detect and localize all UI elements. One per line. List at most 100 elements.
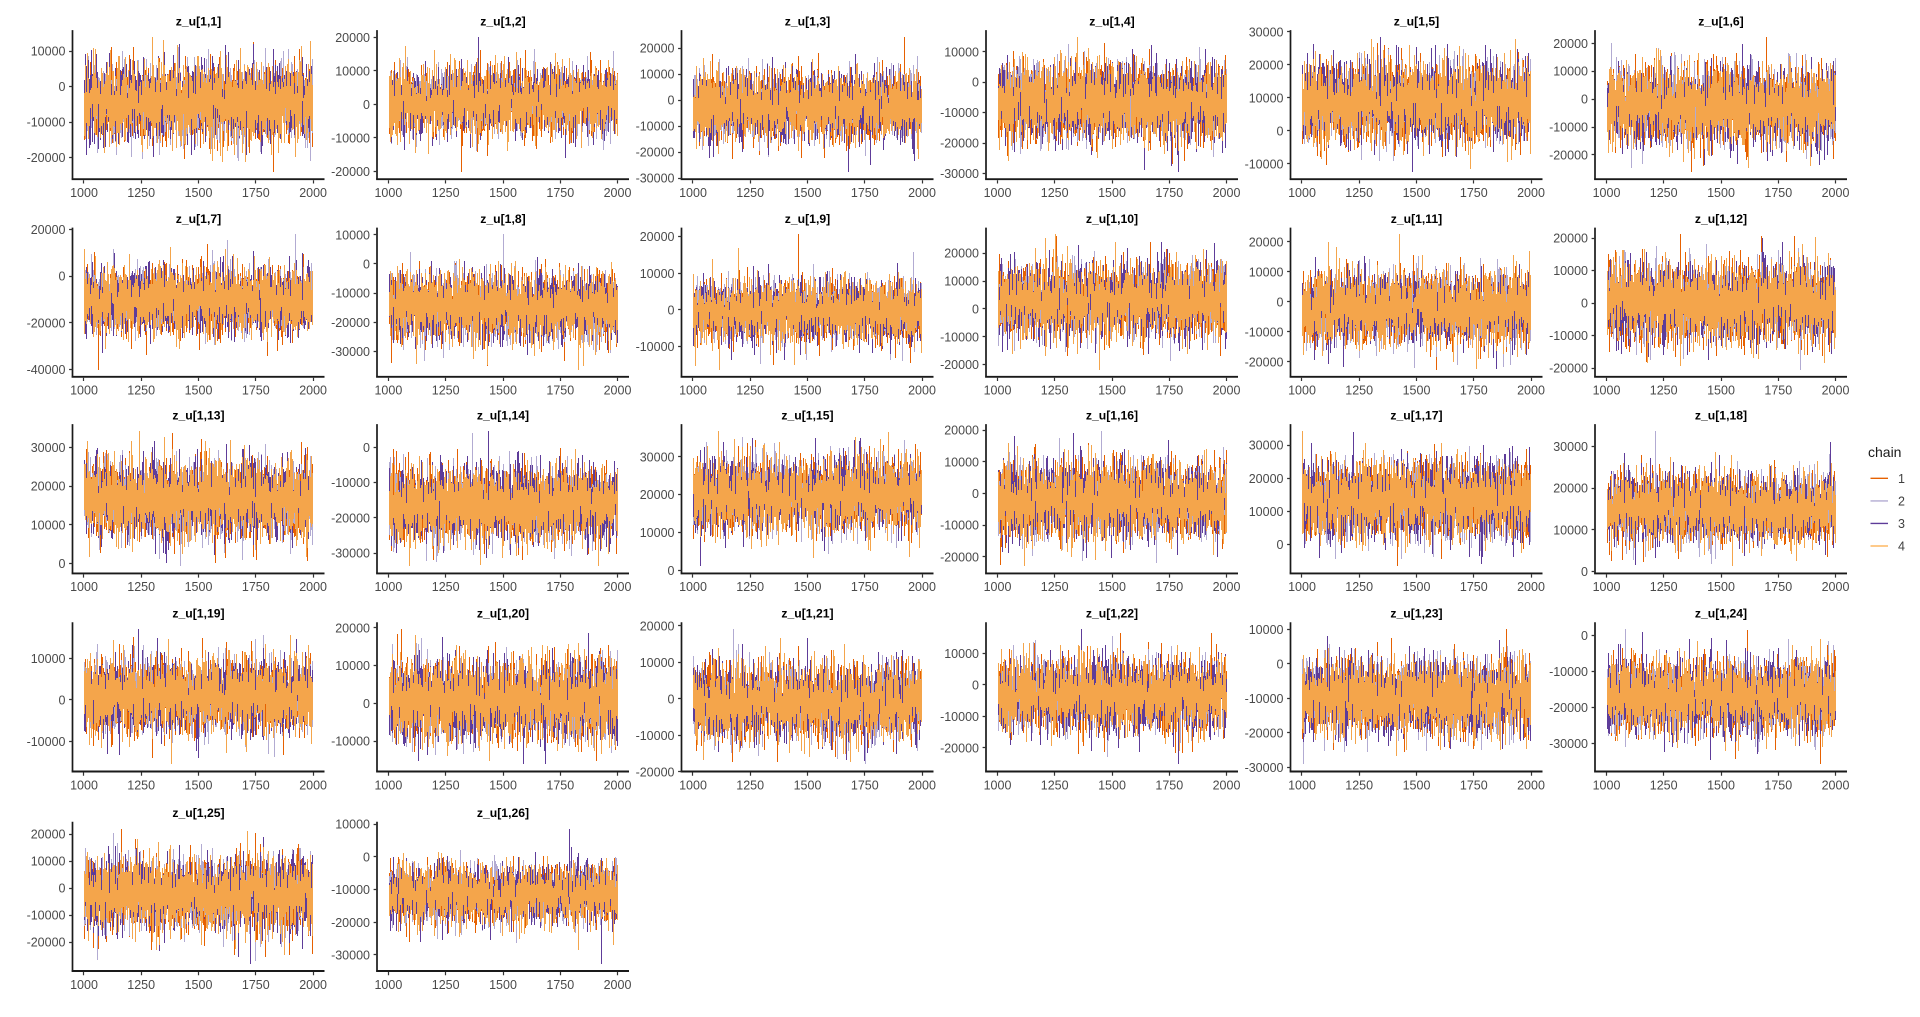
svg-text:1500: 1500 [1403, 384, 1431, 398]
svg-text:-20000: -20000 [331, 165, 370, 179]
svg-text:1500: 1500 [1098, 580, 1126, 594]
svg-text:z_u[1,4]: z_u[1,4] [1089, 14, 1134, 28]
svg-text:2000: 2000 [1822, 384, 1850, 398]
svg-text:z_u[1,26]: z_u[1,26] [477, 806, 529, 820]
svg-text:1750: 1750 [1155, 384, 1183, 398]
svg-text:20000: 20000 [1553, 232, 1588, 246]
svg-text:10000: 10000 [335, 818, 370, 832]
svg-text:10000: 10000 [1553, 65, 1588, 79]
svg-text:-10000: -10000 [331, 476, 370, 490]
svg-text:2000: 2000 [1517, 778, 1545, 792]
svg-text:0: 0 [59, 80, 66, 94]
svg-text:1250: 1250 [1345, 580, 1373, 594]
svg-text:1500: 1500 [794, 384, 822, 398]
svg-text:-10000: -10000 [1245, 692, 1284, 706]
svg-text:0: 0 [1277, 538, 1284, 552]
svg-text:1500: 1500 [489, 186, 517, 200]
svg-text:1000: 1000 [374, 580, 402, 594]
svg-text:-10000: -10000 [1245, 157, 1284, 171]
svg-text:-10000: -10000 [940, 330, 979, 344]
svg-text:1750: 1750 [546, 580, 574, 594]
svg-text:1750: 1750 [851, 580, 879, 594]
svg-text:1250: 1250 [127, 580, 155, 594]
svg-text:20000: 20000 [335, 31, 370, 45]
svg-text:-20000: -20000 [940, 358, 979, 372]
svg-text:-20000: -20000 [27, 151, 66, 165]
svg-text:z_u[1,16]: z_u[1,16] [1086, 408, 1138, 422]
svg-text:-20000: -20000 [940, 742, 979, 756]
svg-text:1750: 1750 [851, 778, 879, 792]
svg-text:1000: 1000 [70, 580, 98, 594]
svg-text:1750: 1750 [1764, 384, 1792, 398]
svg-text:-10000: -10000 [1549, 329, 1588, 343]
svg-text:z_u[1,7]: z_u[1,7] [176, 212, 221, 226]
svg-text:2000: 2000 [1822, 778, 1850, 792]
svg-text:z_u[1,15]: z_u[1,15] [781, 408, 833, 422]
svg-text:20000: 20000 [640, 619, 675, 633]
svg-text:1000: 1000 [679, 384, 707, 398]
svg-text:-20000: -20000 [331, 511, 370, 525]
svg-text:2000: 2000 [604, 978, 632, 992]
svg-text:0: 0 [668, 304, 675, 318]
svg-text:20000: 20000 [944, 424, 979, 438]
svg-text:z_u[1,8]: z_u[1,8] [480, 212, 525, 226]
svg-text:z_u[1,9]: z_u[1,9] [785, 212, 830, 226]
svg-text:1250: 1250 [1650, 186, 1678, 200]
svg-text:z_u[1,10]: z_u[1,10] [1086, 212, 1138, 226]
svg-text:1750: 1750 [1155, 186, 1183, 200]
svg-text:-20000: -20000 [1549, 701, 1588, 715]
svg-text:-10000: -10000 [940, 710, 979, 724]
svg-text:z_u[1,3]: z_u[1,3] [785, 14, 830, 28]
svg-text:2000: 2000 [1517, 580, 1545, 594]
svg-text:-30000: -30000 [1245, 761, 1284, 775]
svg-text:20000: 20000 [31, 828, 66, 842]
svg-text:-10000: -10000 [636, 120, 675, 134]
svg-text:2000: 2000 [299, 384, 327, 398]
svg-text:1000: 1000 [70, 384, 98, 398]
svg-text:1750: 1750 [242, 384, 270, 398]
svg-text:1500: 1500 [1098, 384, 1126, 398]
svg-text:1500: 1500 [1707, 186, 1735, 200]
svg-text:1500: 1500 [185, 186, 213, 200]
svg-text:1250: 1250 [127, 778, 155, 792]
svg-text:2: 2 [1898, 494, 1905, 508]
svg-text:z_u[1,17]: z_u[1,17] [1390, 408, 1442, 422]
svg-text:10000: 10000 [944, 275, 979, 289]
svg-text:1000: 1000 [1288, 186, 1316, 200]
svg-text:30000: 30000 [31, 441, 66, 455]
svg-text:1250: 1250 [1650, 384, 1678, 398]
svg-text:1250: 1250 [432, 384, 460, 398]
svg-text:2000: 2000 [1213, 384, 1241, 398]
svg-text:1750: 1750 [1460, 186, 1488, 200]
svg-text:1000: 1000 [70, 186, 98, 200]
svg-text:20000: 20000 [640, 488, 675, 502]
svg-text:2000: 2000 [1213, 778, 1241, 792]
svg-text:1500: 1500 [489, 778, 517, 792]
svg-text:0: 0 [972, 679, 979, 693]
svg-text:10000: 10000 [640, 267, 675, 281]
svg-text:0: 0 [59, 882, 66, 896]
svg-text:0: 0 [59, 694, 66, 708]
svg-text:4: 4 [1898, 540, 1905, 554]
svg-text:1250: 1250 [127, 978, 155, 992]
svg-text:1250: 1250 [1650, 580, 1678, 594]
svg-text:-30000: -30000 [331, 547, 370, 561]
svg-text:10000: 10000 [31, 518, 66, 532]
svg-text:2000: 2000 [1822, 580, 1850, 594]
svg-text:1750: 1750 [1764, 186, 1792, 200]
svg-text:0: 0 [363, 441, 370, 455]
svg-text:z_u[1,14]: z_u[1,14] [477, 408, 529, 422]
svg-text:0: 0 [668, 692, 675, 706]
svg-text:2000: 2000 [604, 186, 632, 200]
svg-text:10000: 10000 [1249, 505, 1284, 519]
svg-text:-10000: -10000 [27, 909, 66, 923]
svg-text:2000: 2000 [1213, 580, 1241, 594]
svg-text:0: 0 [59, 557, 66, 571]
svg-text:0: 0 [668, 564, 675, 578]
svg-text:0: 0 [363, 697, 370, 711]
svg-text:1000: 1000 [1593, 186, 1621, 200]
svg-text:-40000: -40000 [27, 363, 66, 377]
svg-text:-10000: -10000 [27, 735, 66, 749]
svg-text:1000: 1000 [374, 384, 402, 398]
svg-text:1000: 1000 [1288, 778, 1316, 792]
